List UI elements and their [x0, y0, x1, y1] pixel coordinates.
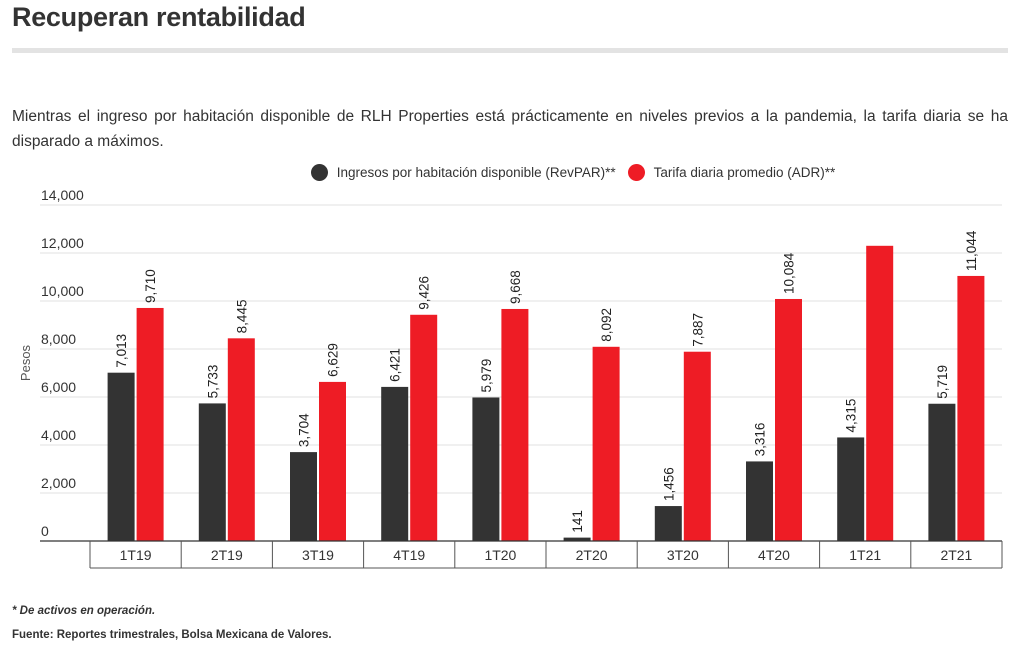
bar-revpar: [654, 506, 682, 541]
bar-revpar: [746, 461, 773, 541]
y-tick-label: 14,000: [41, 187, 84, 203]
bar-value-label: 5,733: [205, 365, 220, 399]
bar-value-label: 141: [570, 510, 585, 533]
bar-revpar: [107, 372, 135, 541]
bar-adr: [410, 314, 438, 541]
bar-chart: 0 2,000 4,000 6,000 8,000 10,000 12,000 14,000 P…: [18, 187, 1003, 569]
bar-value-label: 9,710: [143, 269, 158, 303]
bar-revpar: [198, 403, 226, 541]
bar-value-label: 8,092: [599, 308, 614, 342]
footnote: * De activos en operación.: [12, 605, 156, 617]
y-tick-label: 6,000: [41, 379, 76, 395]
y-tick-label: 0: [41, 523, 49, 539]
x-tick-label: 3T19: [302, 547, 334, 563]
bar-revpar: [928, 403, 956, 541]
bar-adr: [957, 275, 985, 541]
chart-subtitle: Mientras el ingreso por habitación dispo…: [12, 107, 1008, 150]
x-tick-label: 2T21: [940, 547, 972, 563]
bar-value-label: 4,315: [844, 399, 859, 433]
bar-value-label: 1,456: [661, 467, 676, 501]
bar-value-label: 5,719: [935, 365, 950, 399]
bar-adr: [775, 298, 802, 541]
bar-value-label: 11,044: [964, 230, 979, 271]
bar-adr: [227, 338, 255, 541]
bar-adr: [136, 307, 164, 541]
legend-item-adr: Tarifa diaria promedio (ADR)**: [627, 164, 836, 181]
bar-adr: [592, 346, 620, 541]
bar-adr: [866, 245, 894, 542]
bar-revpar: [290, 452, 317, 541]
bar-value-label: 3,316: [753, 423, 768, 457]
x-tick-label: 1T19: [120, 547, 152, 563]
bar-value-label: 8,445: [234, 300, 249, 334]
bar-adr: [319, 381, 346, 541]
chart-legend: Ingresos por habitación disponible (RevP…: [0, 164, 1024, 181]
bar-adr: [501, 308, 529, 541]
bar-value-label: 5,979: [479, 359, 494, 393]
bar-value-label: 9,668: [508, 270, 523, 304]
y-tick-label: 4,000: [41, 427, 76, 443]
x-tick-label: 4T20: [758, 547, 790, 563]
y-tick-label: 8,000: [41, 331, 76, 347]
y-tick-label: 12,000: [41, 235, 84, 251]
y-tick-label: 2,000: [41, 475, 76, 491]
x-tick-label: 2T19: [211, 547, 243, 563]
x-tick-label: 1T20: [484, 547, 516, 563]
bar-value-label: 7,887: [690, 313, 705, 347]
legend-item-revpar: Ingresos por habitación disponible (RevP…: [189, 164, 616, 181]
y-tick-label: 10,000: [41, 283, 84, 299]
x-tick-label: 1T21: [849, 547, 881, 563]
x-tick-label: 4T19: [393, 547, 425, 563]
legend-dot-adr: [627, 164, 645, 181]
legend-label-adr: Tarifa diaria promedio (ADR)**: [653, 165, 836, 180]
page-title: Recuperan rentabilidad: [12, 2, 306, 32]
bar-value-label: 9,426: [417, 276, 432, 310]
bar-value-label: 6,421: [388, 348, 403, 382]
x-tick-label: 3T20: [667, 547, 699, 563]
bar-value-label: 6,629: [326, 343, 341, 377]
bar-value-label: 10,084: [782, 252, 797, 294]
y-axis-title: Pesos: [18, 344, 33, 381]
bar-revpar: [563, 537, 591, 541]
bar-value-label: 7,013: [114, 334, 129, 368]
bar-revpar: [472, 397, 500, 541]
x-tick-label: 2T20: [576, 547, 608, 563]
legend-label-revpar: Ingresos por habitación disponible (RevP…: [336, 165, 616, 180]
bar-value-label: 3,704: [297, 413, 312, 447]
bar-adr: [683, 351, 711, 541]
bar-revpar: [837, 437, 865, 541]
title-divider: [12, 48, 1008, 53]
bar-revpar: [381, 386, 409, 541]
source-note: Fuente: Reportes trimestrales, Bolsa Mex…: [12, 629, 332, 641]
legend-dot-revpar: [310, 164, 328, 181]
